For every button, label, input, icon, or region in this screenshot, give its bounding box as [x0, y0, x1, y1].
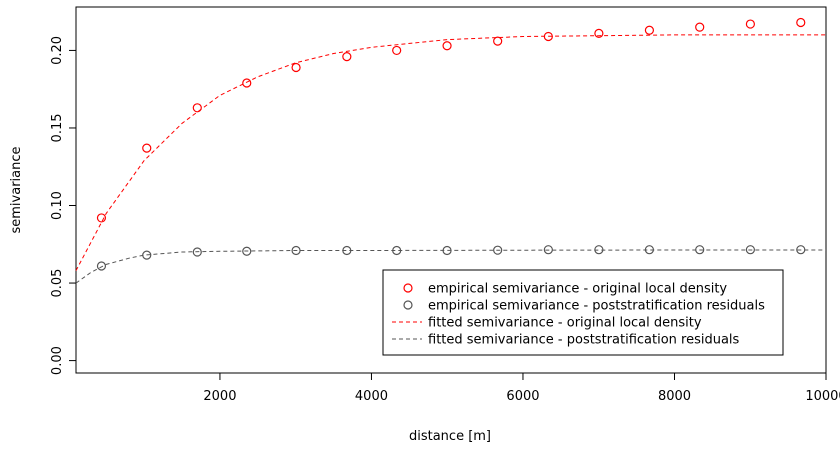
- legend-marker-empirical-original: [403, 283, 413, 293]
- plot-frame: [75, 6, 827, 374]
- data-point-series-1: [142, 250, 152, 260]
- data-point-series-0: [745, 19, 755, 29]
- data-point-series-1: [594, 245, 604, 255]
- legend: empirical semivariance - original local …: [382, 269, 784, 356]
- data-point-series-1: [442, 245, 452, 256]
- fitted-line-3: [75, 249, 826, 284]
- data-point-series-0: [342, 52, 352, 62]
- x-tick-label: 6000: [506, 389, 539, 404]
- y-axis: 0.00 0.05 0.10 0.15 0.20: [50, 36, 76, 375]
- data-point-series-0: [192, 103, 202, 113]
- legend-marker-empirical-residuals: [403, 300, 413, 310]
- legend-label-fitted-residuals: fitted semivariance - poststratification…: [428, 333, 740, 348]
- legend-label-empirical-original: empirical semivariance - original local …: [428, 282, 727, 297]
- data-point-series-0: [442, 41, 452, 51]
- legend-box: [382, 269, 784, 356]
- y-tick-label: 0.20: [50, 36, 65, 65]
- y-tick-label: 0.00: [50, 346, 65, 375]
- x-axis-title: distance [m]: [409, 429, 491, 444]
- data-point-series-0: [291, 62, 301, 73]
- data-point-series-1: [493, 245, 503, 255]
- data-point-series-0: [543, 31, 553, 42]
- fitted-lines: [75, 34, 826, 284]
- legend-label-fitted-original: fitted semivariance - original local den…: [428, 316, 702, 331]
- data-point-series-1: [291, 245, 301, 256]
- data-point-series-0: [493, 36, 503, 46]
- x-tick-label: 2000: [203, 389, 236, 404]
- data-point-series-1: [242, 246, 252, 256]
- data-point-series-0: [392, 45, 402, 56]
- y-tick-label: 0.15: [50, 113, 65, 142]
- x-tick-label: 4000: [355, 389, 388, 404]
- data-point-series-1: [695, 245, 705, 255]
- data-point-series-1: [796, 245, 806, 255]
- data-point-series-1: [342, 245, 352, 256]
- data-point-series-0: [142, 143, 152, 153]
- data-point-series-0: [695, 22, 705, 32]
- data-point-series-1: [392, 245, 402, 256]
- data-point-series-1: [644, 245, 655, 255]
- data-point-series-0: [242, 78, 252, 88]
- y-tick-label: 0.05: [50, 269, 65, 298]
- empirical-points: [96, 17, 806, 271]
- data-point-series-0: [96, 213, 107, 223]
- data-point-series-0: [644, 25, 655, 35]
- data-point-series-0: [594, 28, 604, 38]
- x-tick-label: 8000: [658, 389, 691, 404]
- data-point-series-1: [192, 247, 202, 257]
- legend-label-empirical-residuals: empirical semivariance - poststratificat…: [428, 299, 765, 314]
- fitted-line-2: [75, 34, 826, 271]
- data-point-series-0: [796, 17, 806, 28]
- y-axis-title: semivariance: [9, 146, 24, 233]
- y-tick-label: 0.10: [50, 191, 65, 220]
- data-point-series-1: [543, 245, 553, 255]
- data-point-series-1: [745, 245, 755, 255]
- data-point-series-1: [96, 261, 107, 271]
